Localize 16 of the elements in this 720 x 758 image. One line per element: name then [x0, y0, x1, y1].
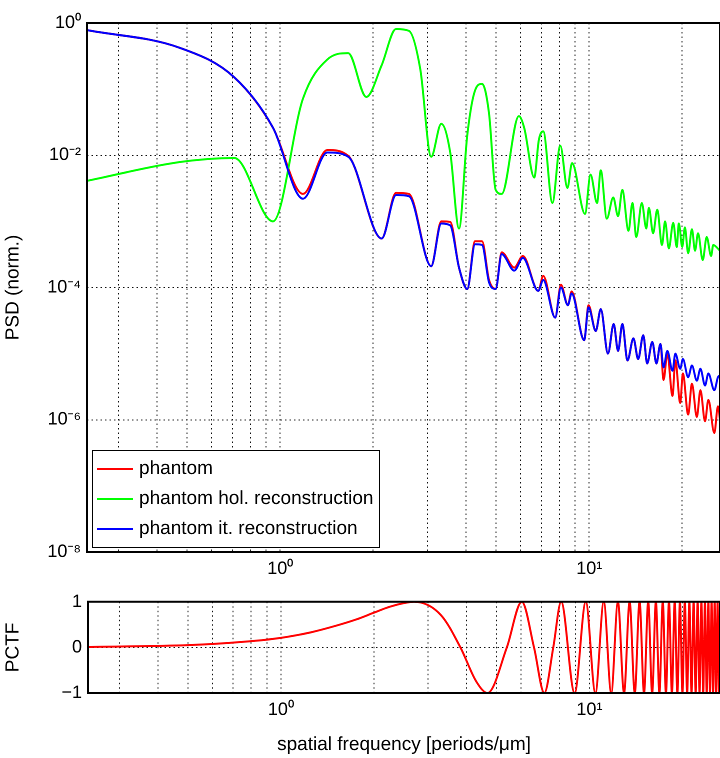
legend-label: phantom	[139, 458, 213, 480]
y-tick-label: −1	[61, 682, 82, 702]
x-axis-title: spatial frequency [periods/μm]	[277, 734, 531, 755]
y-tick-label: 1	[72, 590, 82, 611]
y-axis-title: PSD (norm.)	[2, 234, 24, 340]
legend-label: phantom it. reconstruction	[139, 518, 358, 540]
y-tick-label: 10⁻⁶	[48, 408, 81, 429]
y-tick-label: 10⁰	[54, 12, 81, 32]
y-axis-title: PCTF	[2, 622, 24, 672]
y-tick-label: 10⁻⁸	[47, 540, 81, 561]
x-tick-label: 10¹	[576, 558, 602, 578]
y-tick-label: 0	[72, 636, 82, 656]
legend-label: phantom hol. reconstruction	[139, 488, 374, 510]
y-tick-label: 10⁻²	[48, 144, 82, 164]
y-tick-label: 10⁻⁴	[47, 276, 81, 296]
x-tick-label: 10¹	[576, 698, 602, 719]
